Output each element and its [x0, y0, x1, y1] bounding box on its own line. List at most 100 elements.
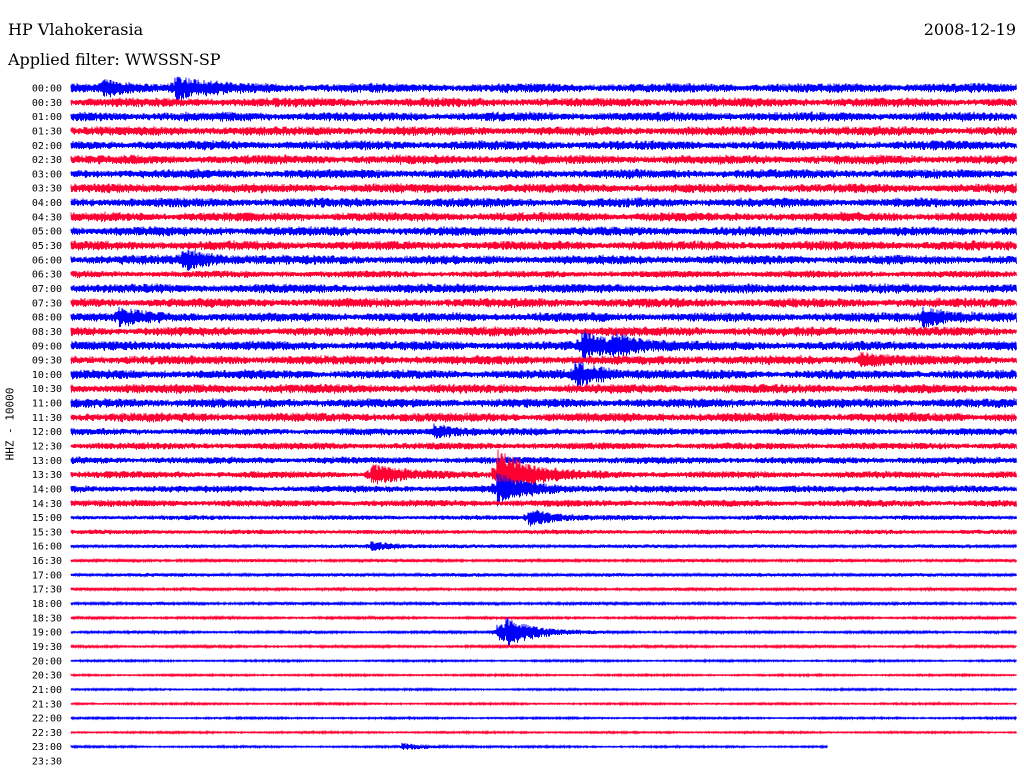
trace-line [70, 111, 1017, 122]
tick-label: 16:30 [32, 556, 62, 567]
trace-line [70, 168, 1017, 180]
trace-line [70, 360, 1017, 389]
trace-line [70, 398, 1017, 409]
tick-label: 15:00 [32, 513, 62, 524]
trace-line [70, 541, 1017, 551]
tick-label: 09:00 [32, 341, 62, 352]
trace-line [70, 614, 1017, 621]
tick-label: 23:30 [32, 757, 62, 768]
tick-label: 05:00 [32, 227, 62, 238]
tick-label: 03:30 [32, 184, 62, 195]
trace-line [70, 351, 1017, 368]
trace-line [70, 686, 1017, 693]
seismogram-traces [70, 76, 1017, 750]
tick-label: 04:00 [32, 198, 62, 209]
tick-label: 11:30 [32, 413, 62, 424]
trace-line [70, 600, 1017, 607]
trace-line [70, 643, 1017, 650]
tick-label: 18:00 [32, 599, 62, 610]
tick-label: 18:30 [32, 613, 62, 624]
tick-label: 19:00 [32, 628, 62, 639]
tick-label: 13:00 [32, 456, 62, 467]
tick-label: 20:30 [32, 671, 62, 682]
trace-line [70, 226, 1017, 237]
tick-label: 07:00 [32, 284, 62, 295]
tick-label: 00:00 [32, 84, 62, 95]
tick-label: 21:30 [32, 699, 62, 710]
trace-line [70, 529, 1017, 535]
trace-line [70, 456, 1017, 465]
trace-line [70, 586, 1017, 593]
trace-line [70, 283, 1017, 294]
trace-line [70, 442, 1017, 450]
trace-line [70, 449, 1017, 498]
tick-label: 23:00 [32, 742, 62, 753]
trace-line [70, 249, 1017, 271]
tick-label: 20:00 [32, 656, 62, 667]
tick-label: 22:00 [32, 714, 62, 725]
tick-label: 08:00 [32, 313, 62, 324]
trace-line [70, 423, 1017, 439]
tick-label: 01:00 [32, 112, 62, 123]
trace-line [70, 140, 1017, 151]
tick-label: 02:30 [32, 155, 62, 166]
trace-line [70, 297, 1017, 309]
trace-line [70, 211, 1017, 223]
trace-line [70, 270, 1017, 279]
tick-label: 12:00 [32, 427, 62, 438]
trace-line [70, 383, 1017, 395]
trace-line [70, 557, 1017, 564]
tick-label: 11:00 [32, 399, 62, 410]
tick-label: 14:00 [32, 484, 62, 495]
trace-line [70, 672, 1017, 678]
trace-line [70, 326, 1017, 337]
tick-label: 10:30 [32, 384, 62, 395]
trace-line [70, 76, 1017, 102]
trace-line [70, 715, 1017, 721]
trace-line [70, 197, 1017, 208]
station-title: HP Vlahokerasia [8, 20, 144, 39]
trace-line [70, 154, 1017, 165]
tick-label: 04:30 [32, 212, 62, 223]
tick-label: 07:30 [32, 298, 62, 309]
tick-label: 08:30 [32, 327, 62, 338]
tick-label: 05:30 [32, 241, 62, 252]
trace-line [70, 97, 1017, 108]
tick-label: 03:00 [32, 169, 62, 180]
trace-line [70, 571, 1017, 578]
trace-line [70, 658, 1017, 664]
tick-label: 00:30 [32, 98, 62, 109]
date-label: 2008-12-19 [923, 20, 1016, 39]
trace-line [70, 700, 1017, 707]
trace-line [70, 499, 1017, 508]
tick-label: 06:00 [32, 255, 62, 266]
trace-line [70, 306, 1017, 328]
tick-label: 10:00 [32, 370, 62, 381]
tick-label: 14:30 [32, 499, 62, 510]
tick-label: 09:30 [32, 356, 62, 367]
tick-label: 22:30 [32, 728, 62, 739]
tick-label: 21:00 [32, 685, 62, 696]
trace-line [70, 183, 1017, 194]
tick-label: 15:30 [32, 527, 62, 538]
trace-line [70, 509, 1017, 527]
tick-label: 06:30 [32, 270, 62, 281]
tick-label: 02:00 [32, 141, 62, 152]
trace-line [70, 743, 828, 750]
tick-label: 13:30 [32, 470, 62, 481]
time-tick-labels: 00:00 00:30 01:00 01:30 02:00 02:30 03:00 03:30… [32, 84, 62, 768]
trace-line [70, 125, 1017, 137]
trace-line [70, 330, 1017, 361]
tick-label: 01:30 [32, 126, 62, 137]
tick-label: 16:00 [32, 542, 62, 553]
tick-label: 17:30 [32, 585, 62, 596]
tick-label: 19:30 [32, 642, 62, 653]
trace-line [70, 617, 1017, 647]
tick-label: 17:00 [32, 570, 62, 581]
tick-label: 12:30 [32, 442, 62, 453]
filter-label: Applied filter: WWSSN-SP [8, 50, 221, 69]
trace-line [70, 729, 1017, 736]
trace-line [70, 412, 1017, 423]
trace-line [70, 473, 1017, 507]
